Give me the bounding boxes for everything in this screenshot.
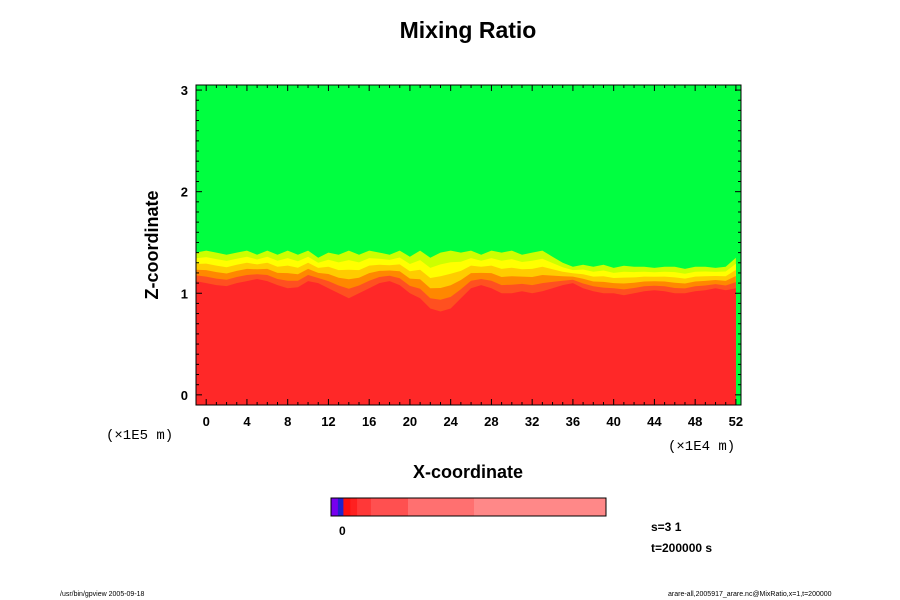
colorbar-swatch-7 [408, 498, 475, 516]
footer-right: arare-all,2005917_arare.nc@MixRatio,x=1,… [668, 591, 832, 598]
y-tick-label-2: 2 [181, 185, 188, 200]
chart-title: Mixing Ratio [400, 17, 537, 43]
x-tick-label-0: 0 [203, 414, 210, 429]
x-axis-label: X-coordinate [413, 462, 523, 482]
x-tick-label-8: 8 [284, 414, 291, 429]
x-tick-label-44: 44 [647, 414, 662, 429]
y-tick-labels: 0 1 2 3 [181, 83, 188, 403]
colorbar-swatch-6 [370, 498, 409, 516]
colorbar-frame [330, 497, 607, 517]
mixing-ratio-field [196, 85, 741, 405]
x-tick-label-28: 28 [484, 414, 498, 429]
x-tick-label-24: 24 [443, 414, 458, 429]
colorbar-swatch-4 [350, 498, 358, 516]
x-tick-label-32: 32 [525, 414, 539, 429]
info-s: s=3 1 [651, 520, 682, 534]
colorbar [330, 497, 607, 517]
lower-region [196, 279, 736, 405]
y-tick-label-1: 1 [181, 286, 188, 301]
footer-left: /usr/bin/gpview 2005-09-18 [60, 591, 145, 598]
x-tick-label-52: 52 [729, 414, 743, 429]
colorbar-swatch-2 [337, 498, 344, 516]
colorbar-swatch-1 [331, 498, 339, 516]
y-axis-label: Z-coordinate [142, 190, 162, 299]
x-tick-label-16: 16 [362, 414, 376, 429]
colorbar-swatch-5 [357, 498, 372, 516]
x-tick-label-36: 36 [566, 414, 580, 429]
x-tick-label-48: 48 [688, 414, 702, 429]
x-tick-label-20: 20 [403, 414, 417, 429]
tick-marks [195, 85, 741, 406]
colorbar-swatch-8 [474, 498, 607, 516]
x-scale-label: (×1E4 m) [668, 439, 735, 455]
y-tick-label-0: 0 [181, 388, 188, 403]
x-tick-label-40: 40 [606, 414, 620, 429]
colorbar-swatch-3 [343, 498, 351, 516]
y-tick-label-3: 3 [181, 83, 188, 98]
colorbar-tick-label: 0 [339, 524, 346, 538]
x-tick-label-12: 12 [321, 414, 335, 429]
x-tick-labels: 0 4 8 12 16 20 24 28 32 36 40 44 48 52 [203, 414, 744, 429]
y-scale-label: (×1E5 m) [106, 428, 173, 444]
plot-frame [195, 84, 742, 406]
info-t: t=200000 s [651, 541, 712, 555]
x-tick-label-4: 4 [243, 414, 251, 429]
